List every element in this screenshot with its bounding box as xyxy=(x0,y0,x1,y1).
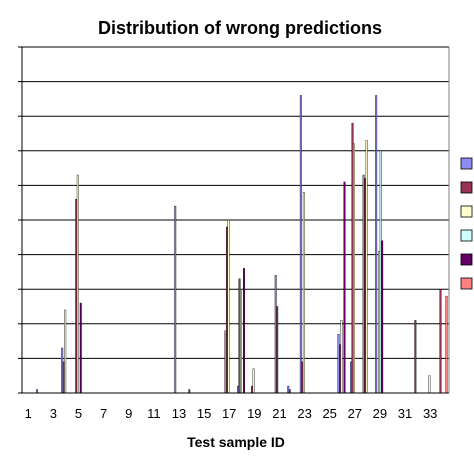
bar xyxy=(375,95,378,394)
bar xyxy=(353,143,356,394)
x-tick-label: 31 xyxy=(398,406,412,421)
bar xyxy=(301,361,304,394)
x-tick-label: 23 xyxy=(297,406,311,421)
bar xyxy=(251,385,254,394)
legend-swatch xyxy=(460,229,473,242)
x-tick-label: 1 xyxy=(25,406,32,421)
x-tick-label: 5 xyxy=(75,406,82,421)
legend xyxy=(460,157,473,290)
x-tick-label: 11 xyxy=(147,406,161,421)
bar xyxy=(302,192,305,394)
x-tick-label: 17 xyxy=(222,406,236,421)
bar xyxy=(227,219,230,394)
bar xyxy=(288,389,291,394)
x-tick-label: 7 xyxy=(100,406,107,421)
bar xyxy=(240,289,242,394)
bar xyxy=(174,205,177,394)
bar xyxy=(428,375,431,394)
legend-swatch xyxy=(460,157,473,170)
bar xyxy=(64,309,67,394)
bar xyxy=(237,385,239,394)
x-tick-label: 15 xyxy=(197,406,211,421)
bar xyxy=(299,95,302,394)
x-tick-label: 33 xyxy=(423,406,437,421)
legend-swatch xyxy=(460,205,473,218)
bar xyxy=(365,140,368,394)
x-tick-label: 3 xyxy=(50,406,57,421)
bar xyxy=(238,278,241,394)
plot-area: 1 3 5 7 9 11 13 15 17 19 21 23 25 27 29 31 33 xyxy=(18,46,450,421)
bar xyxy=(243,268,245,394)
bar xyxy=(378,250,381,394)
bar xyxy=(379,150,382,394)
bar xyxy=(340,320,343,394)
x-tick-label: 13 xyxy=(172,406,186,421)
x-tick-label: 9 xyxy=(125,406,132,421)
bar xyxy=(36,389,39,394)
bar xyxy=(188,389,191,394)
bar xyxy=(350,361,353,394)
bar xyxy=(76,174,79,394)
bar xyxy=(445,295,448,394)
bar xyxy=(252,368,255,394)
bar xyxy=(224,330,227,394)
bar xyxy=(439,289,442,394)
bar xyxy=(276,306,279,394)
x-tick-label: 29 xyxy=(373,406,387,421)
bar xyxy=(339,344,341,394)
x-tick-label: 19 xyxy=(247,406,261,421)
legend-swatch xyxy=(460,277,473,290)
bar xyxy=(62,361,65,394)
bar xyxy=(75,199,78,394)
chart-title: Distribution of wrong predictions xyxy=(98,18,382,38)
bar xyxy=(364,178,367,394)
bar xyxy=(343,181,346,394)
x-tick-label: 21 xyxy=(272,406,286,421)
x-tick-label: 27 xyxy=(348,406,362,421)
bar xyxy=(287,385,290,394)
bar xyxy=(362,174,365,394)
bar xyxy=(79,302,82,394)
bar xyxy=(226,226,228,394)
x-tick-label: 25 xyxy=(322,406,336,421)
bar xyxy=(337,333,340,394)
bar xyxy=(381,240,384,394)
bar xyxy=(351,122,354,394)
bar xyxy=(414,320,417,394)
legend-swatch xyxy=(460,253,473,266)
x-axis-title: Test sample ID xyxy=(187,434,285,450)
legend-swatch xyxy=(460,181,473,194)
bar xyxy=(274,275,277,394)
bar xyxy=(61,347,64,394)
